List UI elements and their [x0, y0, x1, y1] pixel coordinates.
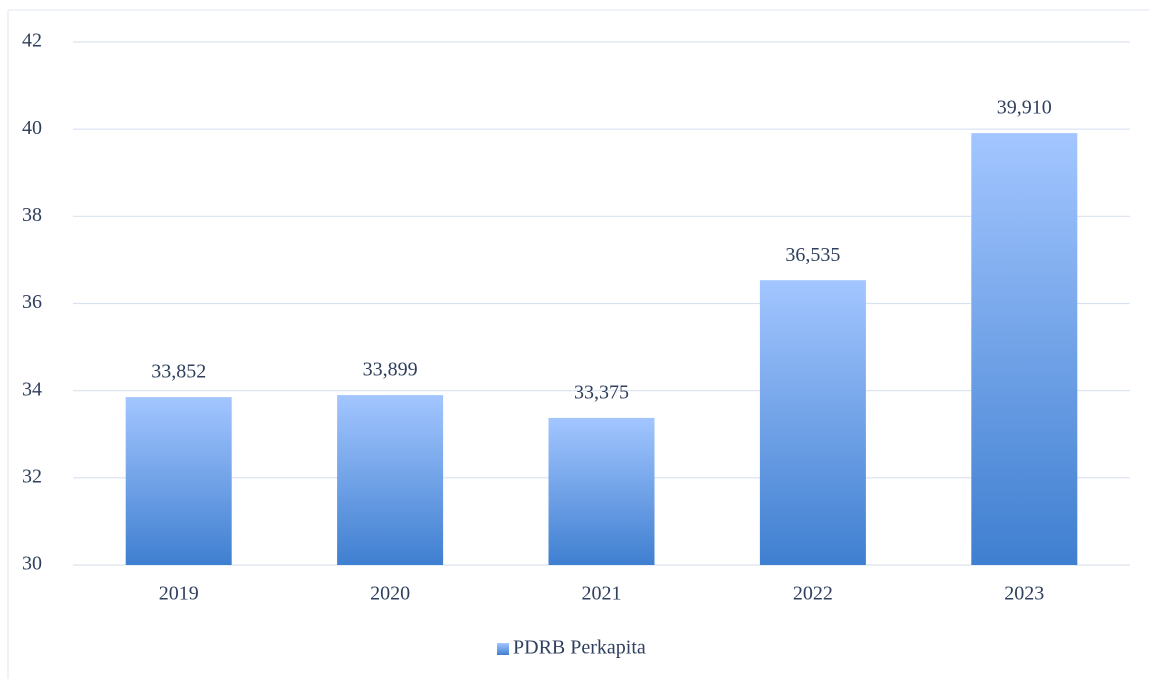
- data-label: 33,852: [151, 361, 206, 383]
- x-tick-label: 2019: [159, 583, 199, 605]
- legend-label: PDRB Perkapita: [513, 637, 646, 659]
- bar: [971, 133, 1078, 565]
- y-tick-label: 30: [22, 553, 42, 575]
- bar: [125, 397, 232, 565]
- x-tick-label: 2021: [582, 583, 622, 605]
- y-tick-label: 38: [22, 204, 42, 226]
- y-tick-label: 34: [22, 378, 42, 400]
- data-label: 36,535: [785, 244, 840, 266]
- x-tick-label: 2023: [1004, 583, 1044, 605]
- y-tick-label: 32: [22, 465, 42, 487]
- data-label: 39,910: [997, 97, 1052, 119]
- bar: [337, 395, 444, 565]
- y-tick-label: 36: [22, 291, 42, 313]
- y-tick-label: 42: [22, 30, 42, 52]
- y-tick-label: 40: [22, 117, 42, 139]
- bar: [759, 280, 866, 565]
- x-tick-label: 2020: [370, 583, 410, 605]
- data-label: 33,899: [363, 359, 418, 381]
- bar: [548, 417, 655, 565]
- legend-swatch: [497, 643, 509, 655]
- x-tick-label: 2022: [793, 583, 833, 605]
- data-label: 33,375: [574, 382, 629, 404]
